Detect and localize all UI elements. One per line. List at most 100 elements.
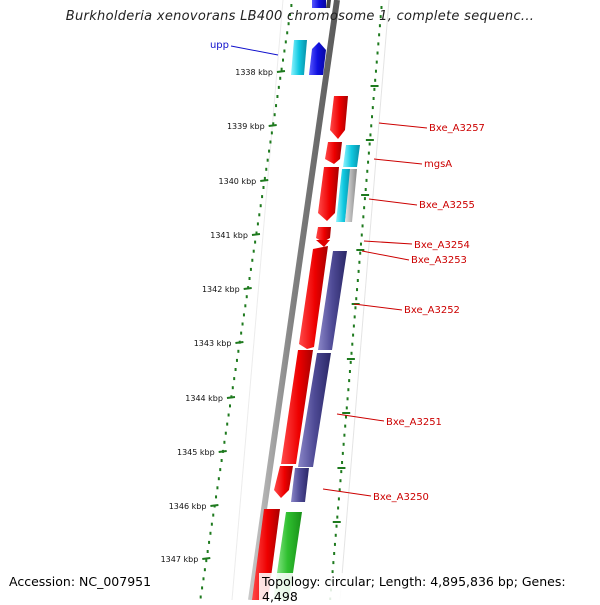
- track-dot: [347, 388, 350, 392]
- track-dot: [366, 169, 369, 173]
- track-dot: [333, 552, 336, 555]
- track-dot: [346, 397, 349, 401]
- track-dot: [249, 267, 252, 271]
- track-dot: [251, 258, 254, 262]
- scale-major-tick: [260, 179, 269, 182]
- scale-major-tick: [226, 396, 236, 399]
- gene-bxe-a3252: [318, 251, 347, 350]
- track-dot: [342, 442, 345, 446]
- scale-major-tick: [251, 233, 261, 236]
- track-dot: [337, 506, 340, 510]
- gene-upp: [309, 42, 326, 75]
- scale-label: 1338 kbp: [235, 68, 273, 77]
- track-dot: [286, 31, 289, 35]
- track-dot: [228, 404, 231, 408]
- chromosome-backbone: [248, 0, 340, 600]
- track-dot: [203, 568, 206, 572]
- track-dot: [223, 440, 226, 444]
- track-dot: [378, 33, 381, 37]
- leader-line: [230, 45, 279, 56]
- track-dot: [368, 142, 371, 146]
- track-dot: [245, 295, 248, 299]
- accession-text: Accession: NC_007951: [6, 573, 155, 590]
- scale-major-tick: [268, 124, 277, 127]
- track-dot: [244, 304, 247, 308]
- gene-bxe-a3254: [316, 227, 331, 242]
- scale-tick-track: [199, 4, 293, 599]
- scale-label: 1343 kbp: [194, 339, 232, 348]
- track-dot: [341, 461, 344, 464]
- track-dot: [277, 85, 280, 89]
- track-dot: [345, 406, 348, 410]
- track-dot: [252, 249, 255, 253]
- scale-major-tick: [235, 341, 244, 344]
- leader-line: [368, 198, 418, 206]
- track-dot: [263, 176, 266, 180]
- track-dot: [331, 570, 334, 574]
- track-dot: [248, 277, 251, 280]
- gene-cyan-upp-left: [291, 40, 307, 75]
- track-dot: [362, 215, 365, 219]
- track-dot: [355, 297, 358, 301]
- gene-mgsa: [343, 145, 360, 167]
- track-dot: [261, 195, 264, 199]
- gene-labels: upp Bxe_A3257 mgsA Bxe_A3255 Bxe_A3254 Bxe_A3…: [210, 40, 485, 503]
- track-dot: [259, 204, 262, 208]
- track-dot: [360, 233, 363, 237]
- track-dot: [336, 515, 339, 519]
- gene-bxe-a3255: [318, 167, 339, 221]
- track-dot: [369, 133, 372, 137]
- track-dot: [371, 106, 374, 110]
- track-dot: [199, 595, 202, 599]
- track-dot: [375, 60, 378, 64]
- track-dot: [273, 113, 276, 117]
- track-dot: [234, 368, 237, 371]
- track-dot: [371, 115, 374, 119]
- track-dot: [344, 424, 347, 428]
- gene-bxe-a3250: [274, 466, 293, 498]
- track-dot: [231, 386, 234, 390]
- track-outline-inner: [231, 0, 284, 600]
- gene-gray-mid: [345, 169, 357, 222]
- track-dot: [379, 15, 382, 19]
- chromosome-backbone-top-cap: [326, 0, 331, 8]
- scale-major-tick: [202, 557, 211, 560]
- track-dot: [262, 186, 265, 189]
- track-dot: [220, 459, 223, 462]
- track-dot: [254, 240, 257, 244]
- track-dot: [235, 358, 238, 362]
- track-dot: [226, 422, 229, 426]
- gene-label-bxe-a3253: Bxe_A3253: [411, 255, 467, 266]
- gene-cyan-mid: [336, 169, 351, 222]
- track-dot: [240, 331, 243, 335]
- track-dot: [206, 550, 209, 553]
- leader-line: [322, 488, 372, 497]
- gene-label-bxe-a3255: Bxe_A3255: [419, 200, 475, 211]
- track-dot: [258, 213, 261, 217]
- track-dot: [335, 524, 338, 528]
- track-dot: [208, 540, 211, 544]
- leader-line: [363, 240, 413, 245]
- track-dot: [265, 167, 268, 171]
- track-dot: [266, 158, 269, 162]
- gene-bxe-a3257: [330, 96, 348, 139]
- track-dot: [349, 360, 352, 364]
- track-dot: [351, 342, 354, 346]
- track-dot: [378, 24, 381, 28]
- scale-major-tick: [218, 450, 227, 453]
- track-dot: [343, 433, 346, 437]
- track-dot: [352, 324, 355, 328]
- leader-line: [361, 250, 410, 261]
- track-dot: [268, 149, 271, 153]
- track-dot: [372, 97, 375, 100]
- scale-label: 1342 kbp: [202, 285, 240, 294]
- track-dot: [350, 351, 353, 355]
- track-dot: [212, 513, 215, 517]
- scale-labels: 1338 kbp 1339 kbp 1340 kbp 1341 kbp 1342 kbp…: [161, 68, 273, 564]
- track-dot: [373, 87, 376, 91]
- track-dot: [359, 251, 362, 255]
- scale-label: 1344 kbp: [185, 394, 223, 403]
- track-dot: [332, 561, 335, 565]
- track-dot: [227, 413, 230, 417]
- track-dot: [380, 6, 383, 9]
